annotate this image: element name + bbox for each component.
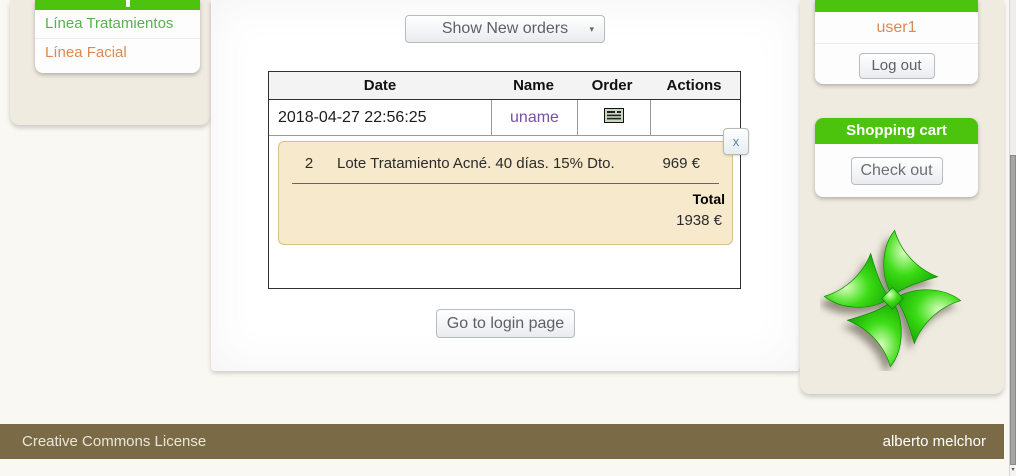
orders-filter-value: Show New orders xyxy=(441,20,569,37)
column-header-date: Date xyxy=(363,77,397,94)
shopping-cart-title: Shopping cart xyxy=(815,118,978,144)
orders-table-header: Date Name Order Actions xyxy=(269,72,740,100)
user-card-header-bar xyxy=(815,0,978,12)
column-header-actions: Actions xyxy=(666,77,722,94)
shopping-cart-card: Shopping cart Check out xyxy=(815,118,978,197)
category-menu-header-text-fragment xyxy=(126,0,130,7)
pinwheel-logo-icon xyxy=(823,229,962,368)
table-row: 2018-04-27 22:56:25 uname xyxy=(269,100,740,136)
item-quantity: 2 xyxy=(304,155,314,172)
item-name: Lote Tratamiento Acné. 40 días. 15% Dto. xyxy=(337,155,615,172)
total-label: Total xyxy=(692,191,725,207)
column-header-name: Name xyxy=(513,77,554,94)
footer-bar: Creative Commons License alberto melchor xyxy=(0,424,1004,459)
detail-separator xyxy=(292,183,719,184)
license-link[interactable]: Creative Commons License xyxy=(22,433,207,450)
left-sidebar-panel: Línea Tratamientos Línea Facial xyxy=(10,0,210,125)
total-value: 1938 € xyxy=(676,212,722,229)
logout-button[interactable]: Log out xyxy=(858,53,935,79)
order-date-cell: 2018-04-27 22:56:25 xyxy=(278,108,427,126)
column-header-order: Order xyxy=(591,77,633,94)
username-label: user1 xyxy=(815,12,978,44)
sidebar-item-linea-facial[interactable]: Línea Facial xyxy=(45,44,127,61)
order-lines-icon[interactable] xyxy=(604,107,624,128)
scrollbar-thumb[interactable] xyxy=(1010,155,1016,465)
order-detail-item: 2 Lote Tratamiento Acné. 40 días. 15% Dt… xyxy=(279,142,732,172)
order-actions-cell xyxy=(650,100,740,135)
order-user-link[interactable]: uname xyxy=(510,108,559,126)
user-card: user1 Log out xyxy=(815,0,978,84)
author-label: alberto melchor xyxy=(882,433,986,450)
sidebar-item-linea-tratamientos[interactable]: Línea Tratamientos xyxy=(35,10,200,39)
vertical-scrollbar[interactable]: ▾ xyxy=(1009,0,1016,476)
checkout-button[interactable]: Check out xyxy=(850,157,943,185)
chevron-down-icon: ▾ xyxy=(589,24,594,34)
go-to-login-button[interactable]: Go to login page xyxy=(436,309,575,338)
order-detail-box: 2 Lote Tratamiento Acné. 40 días. 15% Dt… xyxy=(278,141,733,245)
scrollbar-down-arrow-icon[interactable]: ▾ xyxy=(1010,465,1016,476)
category-menu-header-bar xyxy=(35,0,200,10)
order-icon-cell xyxy=(577,100,650,135)
category-menu-card: Línea Tratamientos Línea Facial xyxy=(35,0,200,73)
order-name-cell: uname xyxy=(491,100,577,135)
item-price: 969 € xyxy=(662,155,700,172)
close-detail-button[interactable]: x xyxy=(723,128,749,155)
orders-filter-dropdown[interactable]: Show New orders ▾ xyxy=(405,15,605,43)
